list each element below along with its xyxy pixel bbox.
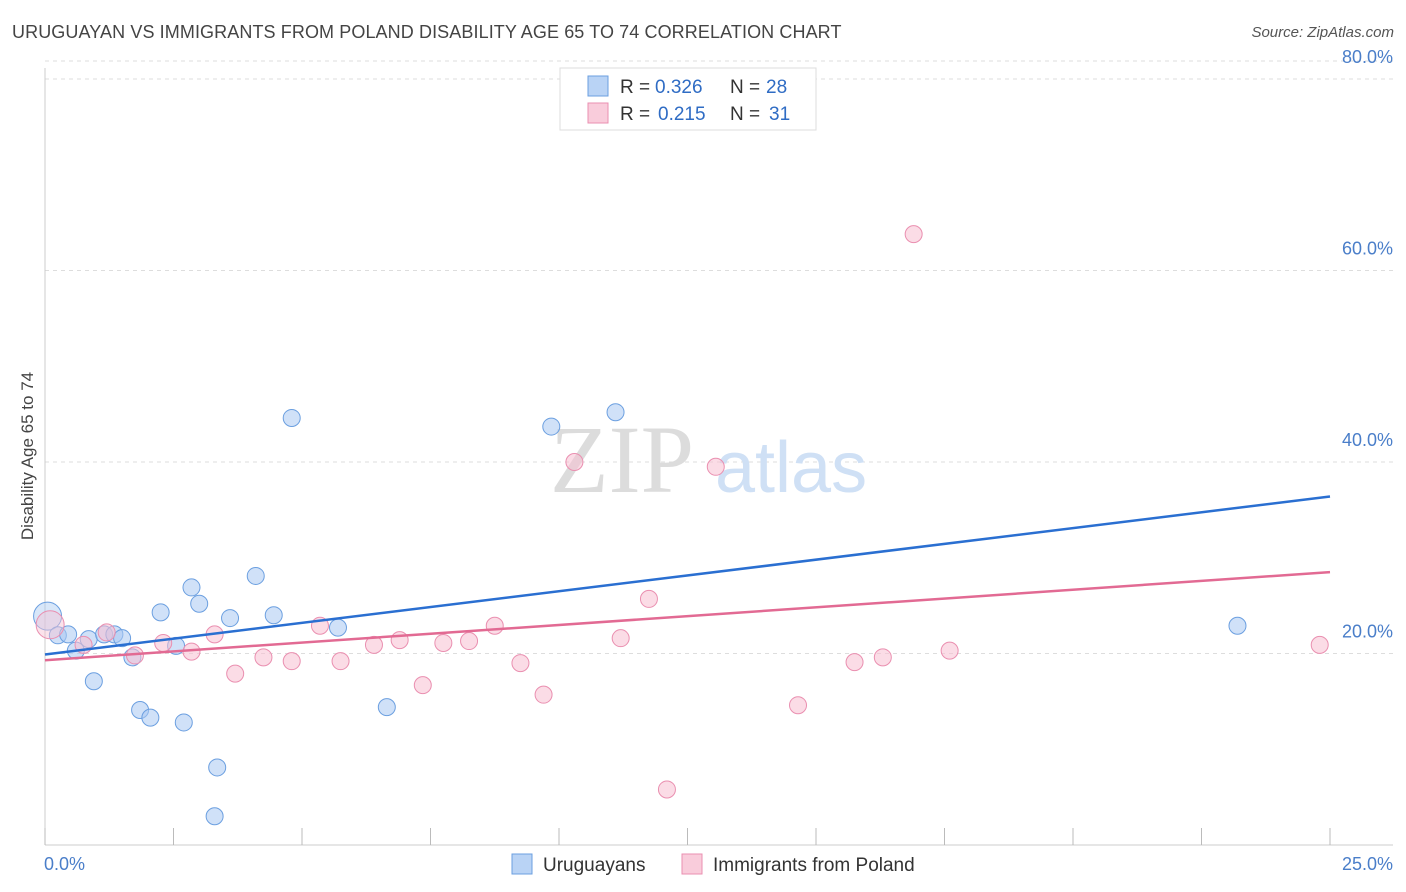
bottom-legend-label-uruguayans: Uruguayans [543, 855, 645, 876]
point-poland-8 [254, 648, 273, 667]
point-uruguayans-26 [606, 403, 625, 422]
legend-r-label-2: R = [620, 104, 650, 125]
point-uruguayans-27 [1228, 616, 1247, 635]
legend-n-value-1: 28 [766, 77, 787, 98]
stats-legend: R = 0.326 N = 28 R = 0.215 N = 31 [559, 67, 817, 131]
watermark-atlas: atlas [715, 428, 867, 508]
legend-r-value-2: 0.215 [658, 104, 706, 125]
point-poland-25 [789, 696, 808, 715]
y-axis-label: Disability Age 65 to 74 [18, 372, 37, 540]
chart-source: Source: ZipAtlas.com [1251, 24, 1394, 41]
y-tick-label-40: 40.0% [1342, 430, 1393, 450]
point-uruguayans-19 [221, 609, 240, 628]
point-poland-19 [534, 685, 553, 704]
point-poland-4 [154, 633, 173, 652]
point-poland-12 [364, 635, 383, 654]
point-uruguayans-18 [205, 807, 224, 826]
y-tick-labels: 20.0% 40.0% 60.0% 80.0% [1342, 47, 1393, 642]
point-poland-13 [390, 631, 409, 650]
point-uruguayans-22 [282, 408, 301, 427]
legend-r-label-1: R = [620, 77, 650, 98]
bottom-legend-swatch-poland [681, 853, 703, 875]
point-uruguayans-25 [542, 417, 561, 436]
point-poland-24 [706, 457, 725, 476]
point-uruguayans-14 [174, 713, 193, 732]
legend-n-value-2: 31 [769, 104, 790, 125]
point-uruguayans-17 [208, 758, 227, 777]
x-ticks [44, 828, 1331, 845]
y-tick-label-60: 60.0% [1342, 239, 1393, 259]
legend-r-value-1: 0.326 [655, 77, 703, 98]
point-poland-27 [904, 225, 923, 244]
point-poland-26 [845, 653, 864, 672]
legend-swatch-uruguayans [587, 75, 609, 97]
y-tick-label-80: 80.0% [1342, 47, 1393, 67]
series-legend: Uruguayans Immigrants from Poland [511, 853, 915, 876]
trend-lines [44, 495, 1331, 662]
point-uruguayans-21 [264, 606, 283, 625]
point-poland-21 [611, 629, 630, 648]
trend-line-poland [44, 570, 1331, 662]
point-poland-16 [460, 632, 479, 651]
y-tick-label-20: 20.0% [1342, 622, 1393, 642]
x-tick-label-max: 25.0% [1342, 854, 1393, 874]
point-uruguayans-11 [141, 708, 160, 727]
point-poland-22 [639, 589, 658, 608]
trend-line-uruguayans [44, 495, 1331, 656]
point-uruguayans-15 [182, 578, 201, 597]
point-uruguayans-2 [59, 625, 78, 644]
axes [44, 68, 1393, 846]
legend-n-label-1: N = [730, 77, 760, 98]
x-tick-label-min: 0.0% [44, 854, 85, 874]
point-poland-28 [873, 648, 892, 667]
point-poland-30 [1310, 635, 1329, 654]
point-uruguayans-24 [377, 698, 396, 717]
point-uruguayans-5 [84, 672, 103, 691]
gridlines [45, 60, 1393, 654]
legend-n-label-2: N = [730, 104, 760, 125]
point-poland-0 [35, 610, 65, 640]
bottom-legend-swatch-uruguayans [511, 853, 533, 875]
data-points [33, 225, 1329, 826]
point-uruguayans-23 [328, 618, 347, 637]
point-uruguayans-12 [151, 603, 170, 622]
point-uruguayans-16 [190, 594, 209, 613]
watermark: ZIP atlas [550, 406, 867, 513]
point-poland-7 [226, 664, 245, 683]
point-poland-9 [282, 652, 301, 671]
point-poland-20 [565, 453, 584, 471]
chart-title: URUGUAYAN VS IMMIGRANTS FROM POLAND DISA… [12, 22, 842, 42]
point-poland-2 [97, 623, 116, 642]
point-uruguayans-20 [246, 566, 265, 585]
point-poland-23 [657, 780, 676, 799]
bottom-legend-label-poland: Immigrants from Poland [713, 855, 915, 876]
point-poland-17 [485, 616, 504, 635]
point-poland-18 [511, 654, 530, 673]
point-poland-29 [940, 641, 959, 660]
legend-swatch-poland [587, 102, 609, 124]
point-poland-11 [331, 652, 350, 671]
point-poland-14 [413, 676, 432, 695]
point-poland-15 [434, 633, 453, 652]
